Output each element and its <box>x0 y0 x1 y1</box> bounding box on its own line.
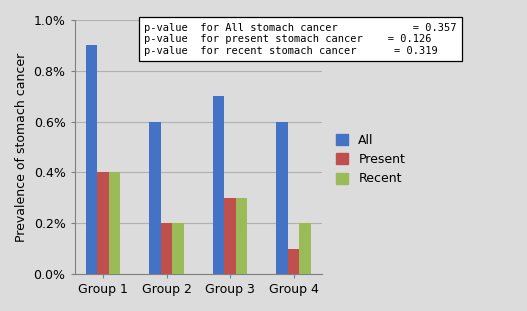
Y-axis label: Prevalence of stomach cancer: Prevalence of stomach cancer <box>15 52 28 242</box>
Bar <box>109 172 120 274</box>
Bar <box>172 223 184 274</box>
Bar <box>277 122 288 274</box>
Text: p-value  for All stomach cancer            = 0.357
p-value  for present stomach : p-value for All stomach cancer = 0.357 p… <box>144 22 456 56</box>
Bar <box>299 223 311 274</box>
Bar <box>97 172 109 274</box>
Legend: All, Present, Recent: All, Present, Recent <box>331 129 410 190</box>
Bar <box>225 198 236 274</box>
Bar <box>86 45 97 274</box>
Bar <box>236 198 247 274</box>
Bar <box>150 122 161 274</box>
Bar <box>161 223 172 274</box>
Bar <box>213 96 225 274</box>
Bar <box>288 248 299 274</box>
